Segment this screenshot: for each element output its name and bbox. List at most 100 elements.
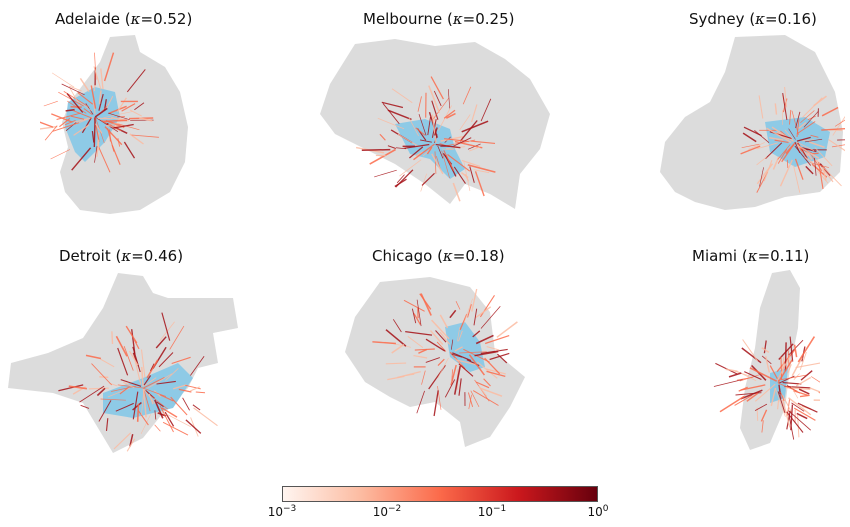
- network-edge: [769, 365, 780, 382]
- network-edge: [760, 409, 768, 422]
- network-edge: [791, 402, 805, 412]
- network-edge: [435, 330, 447, 343]
- network-edge: [471, 288, 478, 312]
- network-edge: [420, 173, 427, 192]
- network-edge: [192, 404, 201, 411]
- network-edge: [70, 115, 85, 120]
- network-edge: [777, 391, 786, 414]
- network-edge: [418, 348, 428, 354]
- network-edge: [461, 120, 489, 133]
- network-edge: [147, 373, 173, 389]
- network-edge: [452, 182, 461, 202]
- network-edge: [134, 102, 145, 111]
- panel-title-detroit: Detroit (κ=0.46): [59, 247, 184, 265]
- network-edge: [144, 377, 157, 387]
- network-edge: [756, 156, 767, 166]
- network-edge: [474, 171, 485, 197]
- kappa-value: 0.46: [143, 247, 178, 265]
- network-edge: [793, 165, 801, 193]
- network-edge: [115, 402, 134, 412]
- network-edge: [72, 110, 92, 119]
- network-edge: [162, 421, 189, 436]
- network-edge: [817, 170, 829, 184]
- network-edge: [447, 154, 471, 172]
- network-edge: [454, 140, 483, 149]
- network-edge: [804, 138, 823, 143]
- network-edge: [123, 141, 136, 159]
- network-edge: [725, 368, 738, 373]
- network-edge: [116, 97, 127, 113]
- network-edge: [796, 121, 816, 135]
- network-edge: [769, 136, 784, 141]
- kappa-symbol: κ: [121, 247, 132, 265]
- network-edge: [71, 147, 92, 171]
- network-edge: [111, 145, 121, 165]
- network-edge: [782, 394, 793, 414]
- network-edge: [468, 394, 472, 410]
- network-edge: [413, 143, 435, 161]
- city-name: Adelaide: [55, 10, 121, 28]
- network-edge: [138, 117, 153, 122]
- panel-title-sydney: Sydney (κ=0.16): [689, 10, 817, 28]
- network-edge: [44, 125, 58, 141]
- network-edge: [429, 330, 444, 345]
- network-edge: [777, 359, 793, 384]
- colorbar: [282, 486, 598, 502]
- network-edge: [111, 331, 114, 345]
- network-edge: [775, 388, 786, 417]
- network-edge: [734, 394, 753, 406]
- network-edge: [793, 344, 798, 358]
- network-edge: [480, 348, 508, 354]
- network-edge: [828, 139, 845, 152]
- tick-exponent: −1: [493, 504, 507, 514]
- network-edge: [445, 112, 456, 119]
- network-edge: [52, 122, 80, 132]
- network-edge: [795, 362, 820, 369]
- network-edge: [98, 146, 111, 173]
- network-edge: [425, 338, 446, 352]
- core-region: [103, 363, 193, 418]
- network-edge: [100, 358, 115, 368]
- network-edge: [69, 87, 81, 108]
- network-edge: [761, 347, 770, 354]
- network-edge: [780, 374, 807, 381]
- network-edge: [479, 387, 503, 397]
- network-edge: [472, 330, 481, 338]
- network-edge: [797, 142, 808, 159]
- network-edge: [798, 388, 810, 395]
- network-edge: [449, 309, 457, 319]
- network-edge: [786, 411, 804, 433]
- network-edge: [385, 329, 407, 347]
- network-edge: [790, 386, 799, 399]
- network-edge: [470, 140, 496, 144]
- edge-network: [372, 288, 518, 417]
- network-edge: [115, 335, 128, 357]
- network-edge: [450, 364, 457, 386]
- network-edge: [478, 385, 488, 397]
- network-edge: [100, 68, 104, 90]
- network-edge: [807, 115, 816, 121]
- core-region: [445, 322, 485, 372]
- network-edge: [69, 85, 82, 92]
- network-edge: [391, 343, 405, 354]
- network-edge: [454, 346, 463, 352]
- kappa-value: 0.52: [153, 10, 187, 28]
- network-edge: [92, 100, 96, 115]
- network-edge: [108, 122, 120, 126]
- region-shape: [660, 35, 843, 210]
- network-edge: [749, 367, 778, 382]
- network-edge: [740, 384, 766, 391]
- network-edge: [67, 100, 87, 114]
- network-edge: [784, 129, 793, 140]
- network-edge: [81, 117, 92, 134]
- kappa-symbol: κ: [755, 10, 766, 28]
- network-edge: [754, 403, 768, 411]
- network-edge: [98, 93, 104, 111]
- city-name: Sydney: [689, 10, 745, 28]
- network-edge: [65, 108, 75, 112]
- network-edge: [777, 399, 780, 410]
- network-edge: [381, 101, 404, 109]
- network-edge: [810, 134, 819, 138]
- network-edge: [795, 376, 812, 387]
- network-edge: [91, 131, 95, 143]
